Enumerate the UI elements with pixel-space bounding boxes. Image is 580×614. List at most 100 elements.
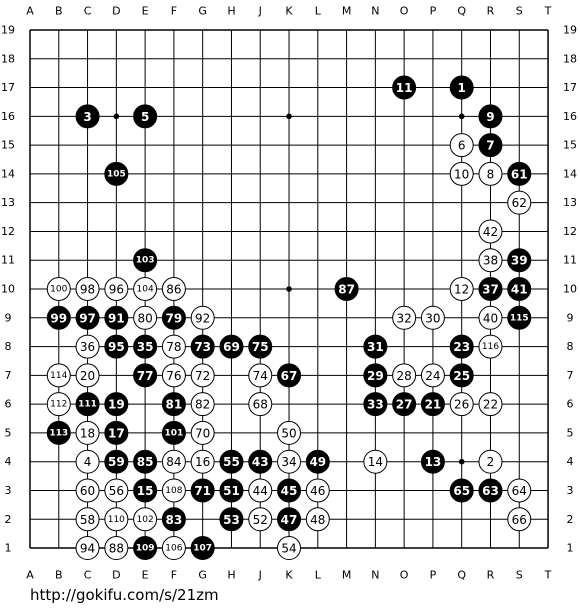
move-number: 73: [194, 340, 211, 354]
row-label: 9: [5, 311, 12, 324]
row-label: 3: [567, 484, 574, 497]
move-number: 88: [109, 542, 124, 556]
white-stone: [190, 392, 215, 417]
white-stone: [161, 363, 186, 388]
black-stone: [190, 334, 215, 359]
black-stone: [248, 334, 273, 359]
white-stone: [104, 277, 129, 302]
star-point: [286, 113, 292, 120]
black-stone: [219, 334, 244, 359]
white-stone: [190, 420, 215, 445]
white-stone: [46, 363, 71, 388]
column-label: T: [544, 5, 552, 18]
move-number: 106: [165, 544, 182, 554]
move-number: 27: [396, 398, 413, 412]
white-stone: [161, 277, 186, 302]
move-number: 91: [108, 311, 125, 325]
column-label: K: [285, 569, 293, 582]
black-stone: [133, 363, 158, 388]
column-label: D: [112, 569, 120, 582]
move-number: 87: [338, 283, 355, 297]
black-stone: [248, 449, 273, 474]
column-label: G: [198, 5, 207, 18]
move-number: 76: [166, 369, 181, 383]
white-stone: [478, 392, 503, 417]
white-stone: [248, 507, 273, 532]
move-number: 99: [50, 311, 67, 325]
move-number: 35: [137, 340, 154, 354]
black-stone: [161, 420, 186, 445]
row-label: 18: [1, 52, 15, 65]
black-stone: [104, 161, 129, 186]
move-number: 101: [165, 428, 184, 438]
move-number: 46: [310, 484, 325, 498]
column-label: K: [285, 5, 293, 18]
move-number: 24: [425, 369, 440, 383]
move-number: 25: [453, 369, 470, 383]
white-stone: [75, 449, 100, 474]
row-label: 1: [5, 542, 12, 555]
row-label: 13: [563, 196, 577, 209]
move-number: 18: [80, 426, 95, 440]
column-label: M: [342, 569, 352, 582]
move-number: 5: [141, 110, 149, 124]
white-stone: [478, 248, 503, 273]
move-number: 65: [453, 484, 470, 498]
column-label: L: [315, 569, 322, 582]
move-number: 6: [458, 139, 466, 153]
white-stone: [46, 392, 71, 417]
white-stone: [420, 363, 445, 388]
white-stone: [75, 420, 100, 445]
black-stone: [190, 536, 215, 561]
move-number: 33: [367, 398, 384, 412]
row-label: 17: [563, 81, 577, 94]
white-stone: [449, 392, 474, 417]
white-stone: [190, 363, 215, 388]
row-label: 17: [1, 81, 15, 94]
row-label: 2: [567, 513, 574, 526]
move-number: 84: [166, 455, 181, 469]
black-stone: [420, 449, 445, 474]
move-number: 86: [166, 283, 181, 297]
column-label: R: [487, 5, 495, 18]
black-stone: [449, 363, 474, 388]
move-number: 82: [195, 398, 210, 412]
move-number: 7: [486, 139, 494, 153]
move-number: 42: [483, 225, 498, 239]
star-point: [458, 458, 465, 465]
row-label: 10: [1, 283, 15, 296]
row-label: 13: [1, 196, 15, 209]
black-stone: [219, 449, 244, 474]
row-label: 10: [563, 283, 577, 296]
move-number: 71: [194, 484, 211, 498]
black-stone: [392, 392, 417, 417]
white-stone: [75, 363, 100, 388]
move-number: 38: [483, 254, 498, 268]
move-number: 4: [84, 455, 92, 469]
move-number: 19: [108, 398, 125, 412]
star-point: [113, 113, 120, 120]
move-number: 3: [83, 110, 91, 124]
move-number: 51: [223, 484, 240, 498]
row-label: 5: [567, 426, 574, 439]
black-stone: [133, 334, 158, 359]
row-label: 11: [563, 254, 577, 267]
move-number: 107: [193, 544, 212, 554]
white-stone: [478, 219, 503, 244]
white-stone: [161, 449, 186, 474]
move-number: 109: [136, 544, 155, 554]
black-stone: [133, 478, 158, 503]
row-label: 11: [1, 254, 15, 267]
black-stone: [46, 420, 71, 445]
move-number: 69: [223, 340, 240, 354]
white-stone: [507, 478, 532, 503]
column-label: B: [55, 5, 63, 18]
white-stone: [478, 161, 503, 186]
move-number: 59: [108, 455, 125, 469]
row-label: 19: [1, 24, 15, 37]
column-label: E: [142, 569, 149, 582]
move-number: 13: [425, 455, 442, 469]
column-label: S: [516, 5, 523, 18]
move-number: 17: [108, 426, 125, 440]
